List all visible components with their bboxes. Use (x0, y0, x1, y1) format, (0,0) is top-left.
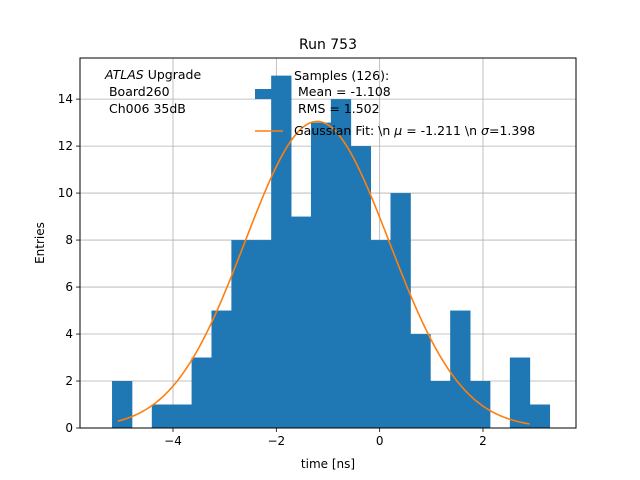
histogram-bar (390, 193, 411, 428)
legend-rms-label: RMS = 1.502 (294, 101, 380, 116)
x-tick-label: −4 (164, 434, 182, 448)
gaussian-fit-curve (117, 120, 530, 425)
y-tick-label: 12 (58, 139, 73, 153)
x-tick-label: 0 (376, 434, 384, 448)
y-tick-label: 2 (65, 374, 73, 388)
histogram-bar (151, 404, 173, 428)
histogram-bar (291, 216, 312, 428)
legend-fit-sigma-symbol: σ (481, 123, 490, 138)
x-tick-label: 2 (479, 434, 487, 448)
y-tick-label: 8 (65, 233, 73, 247)
x-tick-label: −2 (267, 434, 285, 448)
y-tick-label: 10 (58, 186, 73, 200)
histogram-bar (370, 240, 391, 428)
histogram-bar (430, 381, 451, 428)
legend-fit-prefix: Gaussian Fit: \n (294, 123, 394, 138)
axes-frame (79, 57, 577, 429)
y-tick-label: 0 (65, 421, 73, 435)
histogram-bar (211, 310, 232, 428)
histogram-bar (529, 404, 551, 428)
histogram-bar (271, 75, 292, 428)
histogram-bar (509, 357, 531, 428)
legend-fit-sigma-value: =1.398 (489, 123, 535, 138)
legend: Samples (126): Mean = -1.108 RMS = 1.502… (255, 68, 535, 138)
legend-mean-label: Mean = -1.108 (294, 84, 391, 99)
y-tick-label: 4 (65, 327, 73, 341)
plot-area: −4 −2 0 2 0 2 4 6 8 10 12 14 (58, 57, 577, 448)
histogram-bar (450, 310, 471, 428)
histogram-bar (231, 240, 252, 428)
histogram-bar (330, 99, 352, 428)
atlas-label: ATLAS Upgrade (104, 67, 201, 82)
legend-fit-label: Gaussian Fit: \n μ = -1.211 \n σ=1.398 (294, 123, 535, 138)
y-tick-label: 14 (58, 92, 73, 106)
gaussian-fit (117, 120, 530, 425)
channel-label: Ch006 35dB (105, 101, 186, 116)
atlas-upgrade-text: Upgrade (144, 67, 202, 82)
board-label: Board260 (105, 84, 170, 99)
legend-fit-mu-value: = -1.211 \n (402, 123, 481, 138)
axis-ticks: −4 −2 0 2 0 2 4 6 8 10 12 14 (58, 92, 487, 448)
histogram-bar (410, 334, 431, 428)
x-axis-label: time [ns] (301, 457, 355, 471)
histogram-bar (251, 240, 272, 428)
histogram-bar (112, 381, 133, 428)
histogram-bars (112, 75, 551, 428)
histogram-bar (171, 404, 192, 428)
legend-histogram-swatch (255, 89, 283, 99)
y-axis-label: Entries (33, 222, 47, 264)
legend-samples-label: Samples (126): (294, 68, 389, 83)
atlas-italic-text: ATLAS (104, 67, 144, 82)
chart-title: Run 753 (299, 37, 357, 53)
histogram-bar (350, 146, 372, 428)
histogram-bar (191, 357, 212, 428)
atlas-annotation: ATLAS Upgrade Board260 Ch006 35dB (104, 67, 201, 116)
histogram-bar (310, 122, 332, 428)
y-tick-label: 6 (65, 280, 73, 294)
legend-fit-mu-symbol: μ (393, 123, 402, 138)
